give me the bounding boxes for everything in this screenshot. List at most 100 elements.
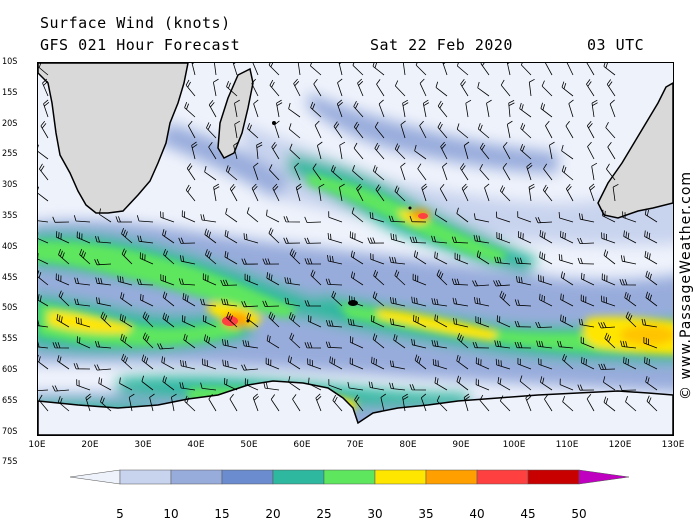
wind-barb	[411, 338, 427, 349]
wind-speed-legend	[69, 469, 630, 485]
wind-barb	[606, 163, 616, 181]
wind-barb	[350, 250, 364, 265]
wind-barb	[288, 102, 301, 118]
legend-swatch	[374, 469, 427, 485]
wind-barb	[477, 81, 490, 97]
wind-barb	[139, 252, 154, 265]
wind-barb	[374, 121, 385, 139]
wind-barb	[586, 79, 595, 97]
wind-barb	[119, 377, 133, 391]
wind-barb	[472, 280, 490, 287]
wind-barb	[121, 227, 133, 244]
wind-barb	[350, 271, 364, 286]
wind-barb	[587, 141, 595, 160]
wind-barb	[586, 63, 595, 76]
wind-barb	[559, 378, 574, 391]
wind-barb	[402, 393, 409, 412]
wind-barb	[57, 355, 70, 370]
wind-barb	[295, 183, 302, 202]
wind-barb	[310, 269, 322, 286]
wind-barb	[162, 312, 175, 328]
wind-barb	[222, 339, 238, 349]
legend-label: 15	[214, 507, 230, 521]
wind-barb	[349, 357, 364, 370]
wind-barb	[456, 123, 469, 139]
wind-barb	[96, 297, 112, 307]
wind-barb	[479, 394, 490, 412]
wind-barb	[434, 314, 448, 328]
wind-barb	[162, 291, 175, 307]
wind-barb	[202, 315, 217, 328]
wind-barb	[644, 250, 658, 265]
wind-barb	[578, 213, 595, 223]
wind-barb	[297, 63, 301, 76]
wind-barb	[115, 216, 132, 223]
wind-barb	[234, 99, 240, 118]
wind-barb	[602, 209, 616, 223]
wind-barb	[329, 356, 343, 370]
wind-barb	[442, 63, 448, 76]
wind-barb	[499, 185, 511, 202]
wind-barb	[120, 292, 133, 307]
wind-barb	[520, 63, 532, 76]
wind-barb	[304, 237, 322, 244]
wind-barb	[178, 237, 196, 244]
wind-barb	[607, 142, 616, 160]
longitude-label: 50E	[240, 440, 258, 450]
latitude-label: 65S	[2, 395, 18, 406]
copyright-text: © www.PassageWeather.com	[678, 170, 694, 400]
wind-barb	[182, 292, 196, 307]
wind-barb	[39, 163, 49, 181]
wind-map[interactable]	[37, 62, 674, 436]
wind-barb	[622, 211, 637, 223]
wind-barb	[514, 341, 532, 349]
wind-barb	[394, 269, 406, 286]
legend-swatch	[476, 469, 529, 485]
latitude-label: 15S	[2, 87, 18, 98]
wind-barb	[294, 162, 301, 181]
wind-barb	[268, 63, 280, 76]
legend-label: 5	[116, 507, 124, 521]
wind-barb	[339, 183, 345, 202]
longitude-label: 100E	[502, 440, 526, 450]
wind-barb	[38, 63, 49, 76]
wind-barb	[520, 122, 532, 139]
wind-barb	[184, 395, 196, 412]
wind-barb	[394, 143, 406, 160]
wind-barb	[226, 80, 238, 97]
wind-barb	[225, 207, 238, 223]
wind-barb	[560, 314, 574, 328]
wind-barb	[42, 78, 49, 97]
wind-barb	[625, 311, 637, 328]
wind-barb	[577, 257, 595, 265]
legend-swatch	[221, 469, 274, 485]
wind-barb	[484, 183, 490, 202]
wind-barb	[38, 389, 49, 392]
wind-barb	[214, 63, 217, 76]
wind-barb	[460, 79, 469, 97]
legend-swatch	[323, 469, 376, 485]
wind-barb	[128, 393, 135, 412]
wind-barb	[38, 354, 49, 370]
wind-barb	[568, 99, 574, 118]
wind-barb	[289, 143, 301, 160]
wind-barb	[400, 120, 406, 139]
latitude-label: 35S	[2, 211, 18, 221]
wind-barb	[561, 81, 574, 97]
wind-barb	[121, 353, 133, 370]
wind-barb	[356, 183, 364, 202]
wind-barb	[461, 183, 469, 202]
wind-barb	[52, 385, 70, 392]
wind-barb	[562, 353, 574, 370]
wind-barb	[419, 78, 427, 97]
wind-barb	[325, 278, 343, 286]
wind-barb	[440, 141, 448, 160]
wind-barb	[561, 165, 574, 181]
wind-barb	[288, 376, 301, 391]
wind-barb	[304, 342, 322, 349]
wind-barb	[205, 249, 217, 265]
legend-label: 40	[469, 507, 485, 521]
wind-barb	[375, 184, 385, 202]
wind-barb	[187, 120, 196, 139]
wind-barb	[339, 141, 346, 160]
